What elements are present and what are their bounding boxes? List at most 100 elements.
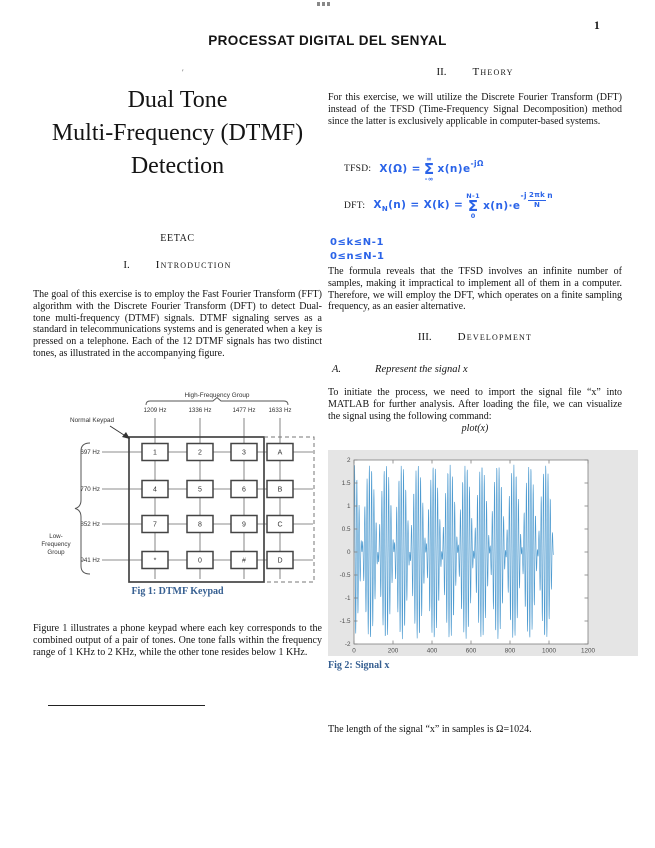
- sigma-glyph: Σ: [467, 196, 479, 215]
- svg-text:B: B: [278, 487, 283, 494]
- svg-text:6: 6: [242, 487, 246, 494]
- constraint-n: 0≤n≤N-1: [330, 251, 385, 262]
- svg-text:600: 600: [466, 648, 477, 655]
- figure2-caption: Fig 2: Signal x: [328, 660, 390, 671]
- section-label: Development: [457, 331, 533, 343]
- dft-formula: DFT: XN(n) = X(k) = N-1 Σ 0 x(n)·e -j 2π…: [328, 191, 553, 219]
- svg-text:D: D: [277, 558, 282, 565]
- figure1-paragraph: Figure 1 illustrates a phone keypad wher…: [33, 623, 322, 658]
- sum-upper-limit: ∞: [426, 155, 433, 163]
- svg-text:8: 8: [198, 522, 202, 529]
- svg-text:770 Hz: 770 Hz: [80, 486, 100, 493]
- right-column: II. Theory For this exercise, we will uti…: [328, 0, 638, 848]
- development-paragraph: To initiate the process, we need to impo…: [328, 387, 622, 422]
- section-heading-introduction: I. Introduction: [33, 259, 322, 271]
- svg-text:0: 0: [198, 558, 202, 565]
- svg-text:1336 Hz: 1336 Hz: [188, 407, 211, 414]
- intro-paragraph: The goal of this exercise is to employ t…: [33, 289, 322, 359]
- paper-title-line: Dual Tone: [127, 87, 228, 113]
- svg-text:C: C: [277, 522, 282, 529]
- subsection-numeral: A.: [332, 364, 342, 375]
- fraction-numerator: 2πk: [527, 191, 547, 201]
- svg-text:800: 800: [505, 648, 516, 655]
- page-number: 1: [594, 20, 600, 32]
- svg-text:852 Hz: 852 Hz: [80, 521, 100, 528]
- svg-text:1633 Hz: 1633 Hz: [268, 407, 291, 414]
- svg-text:#: #: [242, 558, 246, 565]
- svg-text:Group: Group: [47, 549, 65, 556]
- svg-text:200: 200: [388, 648, 399, 655]
- section-numeral: III.: [417, 331, 432, 343]
- svg-text:-2: -2: [345, 641, 351, 648]
- fraction-denominator: N: [533, 200, 541, 209]
- sum-lower-limit: -∞: [424, 174, 434, 183]
- subsection-label: Represent the signal x: [375, 364, 468, 375]
- dft-lhs-rest: (n) = X(k) =: [388, 198, 464, 211]
- section-numeral: I.: [123, 259, 130, 271]
- scan-artifact-mark: [317, 2, 331, 6]
- dft-lhs-base: X: [373, 198, 382, 211]
- paper-title: Dual Tone Multi-Frequency (DTMF) Detecti…: [33, 84, 322, 183]
- paper-title-line: Detection: [130, 153, 225, 179]
- section-heading-theory: II. Theory: [328, 66, 622, 78]
- figure1-caption: Fig 1: DTMF Keypad: [131, 586, 224, 597]
- svg-text:1: 1: [153, 450, 157, 457]
- svg-text:3: 3: [242, 450, 246, 457]
- svg-text:2: 2: [198, 450, 202, 457]
- svg-text:-1.5: -1.5: [340, 618, 351, 625]
- title-footnote-mark: ʹ: [182, 68, 184, 77]
- svg-text:0: 0: [352, 648, 356, 655]
- svg-text:697 Hz: 697 Hz: [80, 449, 100, 456]
- paper-title-line: Multi-Frequency (DTMF): [51, 120, 304, 146]
- svg-text:-1: -1: [345, 595, 351, 602]
- tfsd-label: TFSD:: [344, 164, 372, 174]
- svg-text:5: 5: [198, 487, 202, 494]
- footnote-rule: [48, 705, 205, 706]
- summation-symbol: ∞ Σ -∞: [424, 156, 435, 182]
- dft-exponent: -j 2πk N n: [520, 191, 553, 208]
- dft-exponent-suffix: n: [547, 191, 553, 201]
- constraint-k: 0≤k≤N-1: [330, 237, 385, 248]
- length-note: The length of the signal “x” in samples …: [328, 724, 532, 735]
- svg-text:2: 2: [347, 457, 351, 464]
- svg-text:Normal Keypad: Normal Keypad: [70, 417, 114, 424]
- sigma-glyph: Σ: [423, 159, 435, 178]
- svg-text:7: 7: [153, 522, 157, 529]
- svg-text:1200: 1200: [581, 648, 596, 655]
- svg-text:4: 4: [153, 487, 157, 494]
- running-header: PROCESSAT DIGITAL DEL SENYAL: [208, 33, 447, 48]
- dft-body: x(n)·e: [483, 200, 521, 212]
- sum-lower-limit: 0: [470, 211, 476, 220]
- dft-exponent-prefix: -j: [520, 191, 527, 201]
- dft-lhs: XN(n) = X(k) =: [373, 199, 463, 213]
- svg-text:-0.5: -0.5: [340, 572, 351, 579]
- section-label: Theory: [472, 66, 514, 78]
- svg-text:1.5: 1.5: [342, 480, 351, 487]
- theory-paragraph: For this exercise, we will utilize the D…: [328, 92, 622, 127]
- svg-text:400: 400: [427, 648, 438, 655]
- affiliation: EETAC: [160, 233, 195, 244]
- section-heading-development: III. Development: [328, 331, 622, 343]
- section-label: Introduction: [155, 259, 232, 271]
- svg-text:9: 9: [242, 522, 246, 529]
- tfsd-exponent: -jΩ: [470, 158, 484, 168]
- dft-label: DFT:: [344, 201, 366, 211]
- subsection-heading-a: A. Represent the signal x: [328, 364, 622, 375]
- svg-text:Low-: Low-: [49, 533, 62, 540]
- section-numeral: II.: [436, 66, 447, 78]
- signal-x-plot-figure: 0 200 400 600 800 1000 1200 -2 -1.5 -1 -0.5 0 0.5 1 1.…: [328, 450, 638, 656]
- svg-text:High-Frequency Group: High-Frequency Group: [184, 392, 249, 399]
- dft-exponent-fraction: 2πk N: [527, 191, 547, 209]
- svg-text:1477 Hz: 1477 Hz: [232, 407, 255, 414]
- svg-text:0.5: 0.5: [342, 526, 351, 533]
- plot-command: plot(x): [461, 423, 489, 434]
- tfsd-lhs: X(Ω) =: [379, 163, 421, 175]
- dft-lhs-subscript: N: [381, 205, 389, 214]
- tfsd-formula: TFSD: X(Ω) = ∞ Σ -∞ x(n)e -jΩ: [328, 156, 484, 182]
- sum-upper-limit: N-1: [466, 192, 481, 200]
- summation-symbol: N-1 Σ 0: [466, 193, 480, 219]
- svg-text:0: 0: [347, 549, 351, 556]
- svg-text:1209 Hz: 1209 Hz: [143, 407, 166, 414]
- svg-text:A: A: [278, 450, 283, 457]
